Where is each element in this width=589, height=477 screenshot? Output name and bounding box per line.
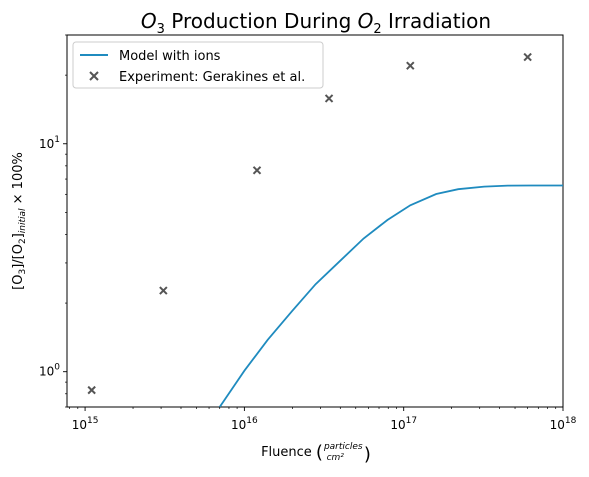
y-tick-label: 100 — [39, 363, 60, 379]
experiment-point — [87, 385, 96, 395]
x-axis-label: Fluence (particles cm²) — [261, 442, 371, 465]
y-axis-label: [O3]/[O2]initial × 100% — [11, 152, 28, 290]
experiment-point — [159, 286, 168, 295]
legend: Model with ions Experiment: Gerakines et… — [72, 41, 324, 89]
legend-label-model: Model with ions — [119, 49, 221, 64]
x-tick-label: 1015 — [72, 416, 99, 432]
experiment-point — [406, 61, 415, 70]
x-tick-label: 1016 — [231, 416, 258, 432]
y-axis: 100 101 — [39, 34, 67, 408]
experiment-point — [523, 52, 532, 62]
y-tick-label: 101 — [39, 135, 60, 151]
x-axis: 1015 1016 1017 1018 — [69, 407, 577, 432]
legend-box — [72, 41, 324, 89]
legend-label-experiment: Experiment: Gerakines et al. — [119, 70, 305, 85]
model-with-ions-line — [218, 184, 563, 407]
plot-area-frame — [66, 34, 564, 408]
series-layer — [87, 52, 563, 407]
x-tick-label: 1018 — [550, 416, 577, 432]
x-tick-label: 1017 — [390, 416, 417, 432]
legend-x-marker — [89, 71, 99, 81]
experiment-point — [324, 94, 334, 103]
experiment-point — [252, 166, 262, 175]
chart-title: O3 Production During O2 Irradiation — [141, 9, 491, 37]
